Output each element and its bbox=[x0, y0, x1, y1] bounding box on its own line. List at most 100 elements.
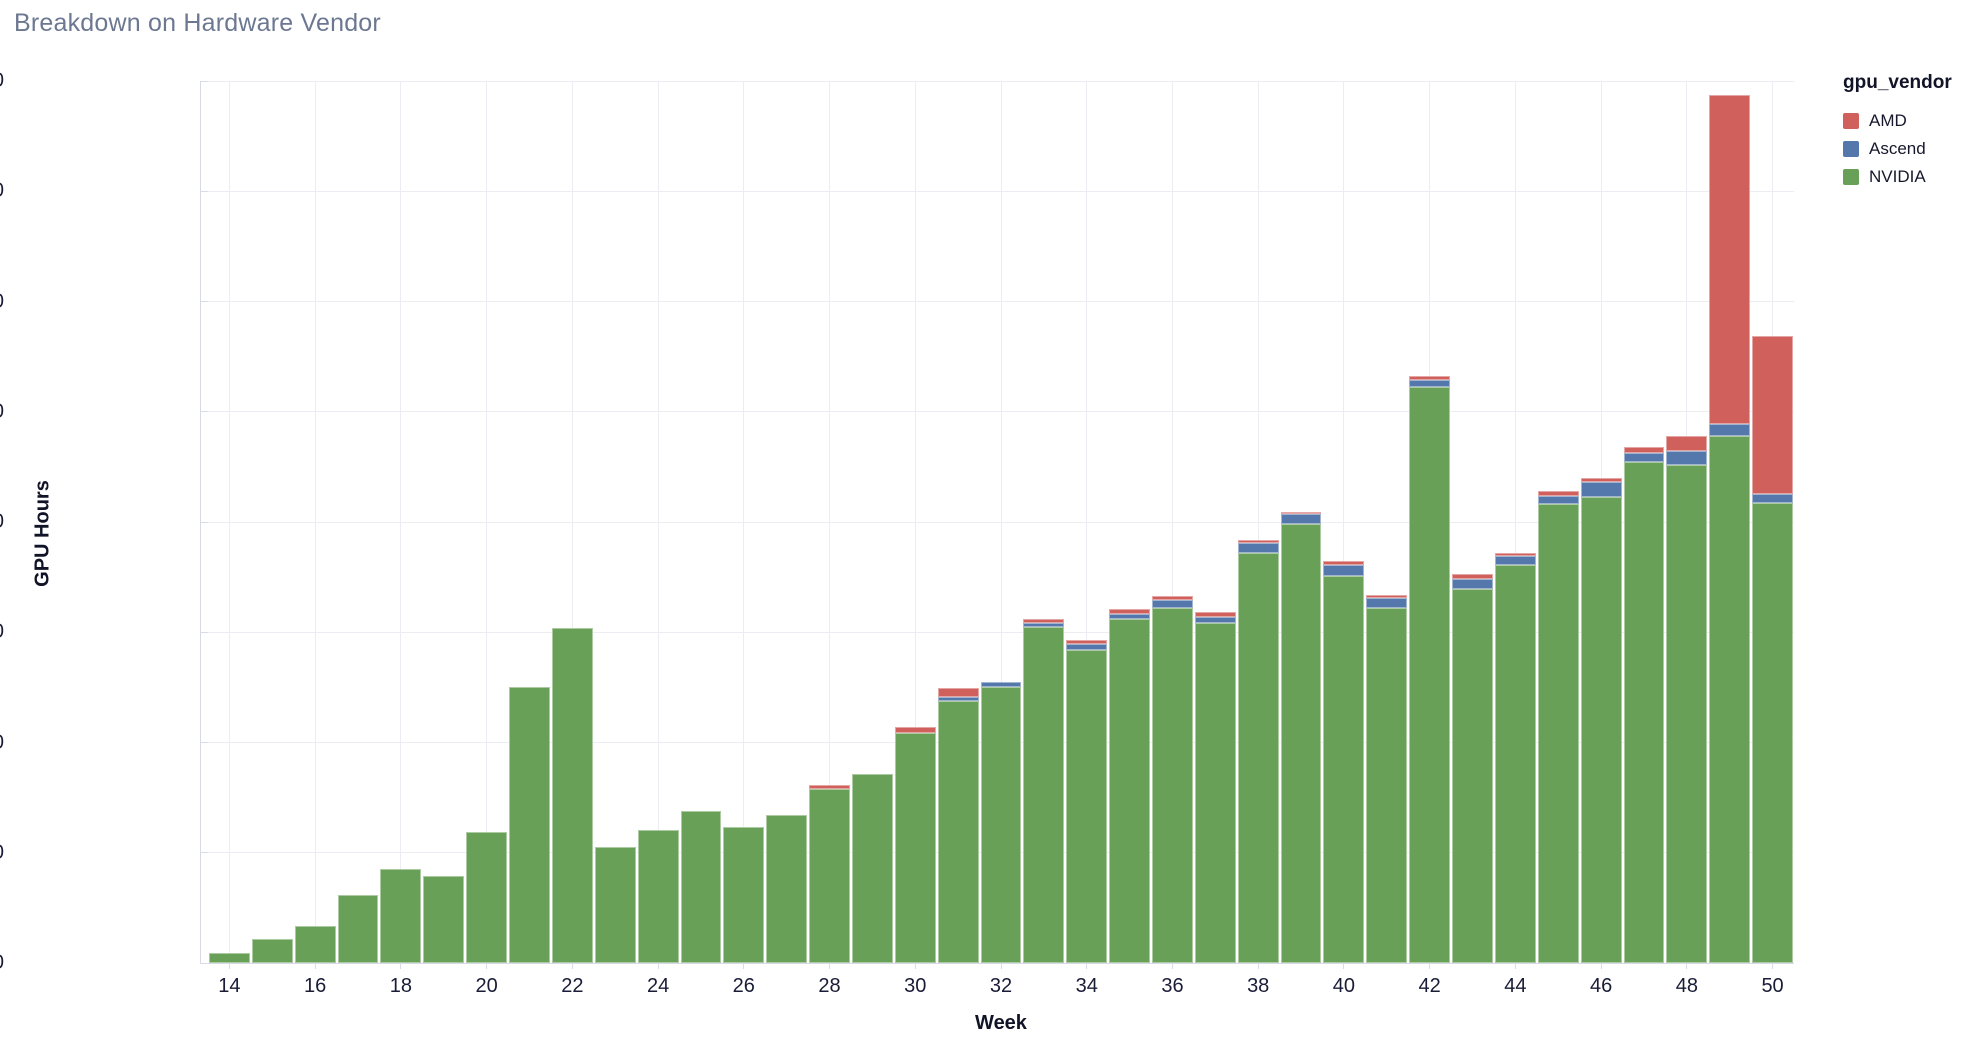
bar-segment-ascend-week-32[interactable] bbox=[980, 681, 1022, 688]
y-tick bbox=[200, 852, 208, 854]
bar-segment-amd-week-41[interactable] bbox=[1366, 594, 1408, 599]
x-tick-label: 28 bbox=[818, 975, 841, 997]
bar-segment-nvidia-week-19[interactable] bbox=[423, 875, 465, 963]
bar-segment-nvidia-week-14[interactable] bbox=[209, 953, 250, 963]
bar-segment-ascend-week-43[interactable] bbox=[1452, 579, 1493, 590]
bar-segment-nvidia-week-26[interactable] bbox=[723, 827, 765, 963]
x-gridline bbox=[743, 81, 745, 963]
bar-segment-nvidia-week-16[interactable] bbox=[294, 925, 336, 963]
legend-label: AMD bbox=[1869, 111, 1907, 130]
legend-items: AMD Ascend NVIDIA bbox=[1843, 112, 1952, 185]
bar-segment-amd-week-33[interactable] bbox=[1023, 619, 1065, 624]
bar-segment-nvidia-week-35[interactable] bbox=[1109, 619, 1151, 963]
bar-segment-nvidia-week-24[interactable] bbox=[637, 829, 679, 963]
legend-item-amd[interactable]: AMD bbox=[1843, 112, 1952, 129]
bar-segment-nvidia-week-45[interactable] bbox=[1537, 504, 1579, 963]
bar-segment-nvidia-week-18[interactable] bbox=[380, 869, 422, 963]
x-tick-label: 46 bbox=[1589, 975, 1613, 997]
bar-segment-ascend-week-33[interactable] bbox=[1023, 623, 1065, 627]
bar-segment-amd-week-47[interactable] bbox=[1623, 447, 1665, 453]
bar-segment-amd-week-31[interactable] bbox=[937, 688, 979, 698]
bar-segment-nvidia-week-20[interactable] bbox=[466, 831, 508, 963]
legend-item-nvidia[interactable]: NVIDIA bbox=[1843, 168, 1952, 185]
bar-segment-nvidia-week-49[interactable] bbox=[1709, 436, 1751, 963]
bar-segment-amd-week-37[interactable] bbox=[1194, 612, 1236, 617]
legend-swatch-amd bbox=[1843, 112, 1859, 129]
legend-item-ascend[interactable]: Ascend bbox=[1843, 140, 1952, 157]
bar-segment-amd-week-46[interactable] bbox=[1580, 477, 1622, 483]
bar-segment-nvidia-week-28[interactable] bbox=[809, 788, 850, 963]
bar-segment-nvidia-week-22[interactable] bbox=[551, 627, 593, 963]
x-gridline bbox=[486, 81, 488, 963]
bar-segment-amd-week-38[interactable] bbox=[1237, 539, 1279, 543]
bar-segment-nvidia-week-39[interactable] bbox=[1280, 524, 1322, 963]
x-tick bbox=[1086, 963, 1088, 969]
y-tick bbox=[200, 411, 208, 413]
bar-segment-amd-week-34[interactable] bbox=[1066, 639, 1108, 645]
bar-segment-amd-week-45[interactable] bbox=[1537, 491, 1579, 496]
y-tick-label: 15,000,000 bbox=[0, 621, 4, 644]
bar-segment-nvidia-week-50[interactable] bbox=[1752, 503, 1793, 963]
bar-segment-ascend-week-49[interactable] bbox=[1709, 423, 1751, 436]
bar-segment-ascend-week-47[interactable] bbox=[1623, 452, 1665, 463]
bar-segment-nvidia-week-42[interactable] bbox=[1409, 387, 1451, 963]
bar-segment-nvidia-week-47[interactable] bbox=[1623, 462, 1665, 963]
bar-segment-nvidia-week-38[interactable] bbox=[1237, 552, 1279, 963]
bar-segment-nvidia-week-32[interactable] bbox=[980, 687, 1022, 963]
bar-segment-ascend-week-31[interactable] bbox=[937, 697, 979, 701]
bar-segment-amd-week-42[interactable] bbox=[1409, 376, 1451, 380]
bar-segment-amd-week-49[interactable] bbox=[1709, 95, 1751, 424]
bar-segment-ascend-week-45[interactable] bbox=[1537, 495, 1579, 505]
y-tick-label: 5,000,000 bbox=[0, 841, 4, 864]
x-tick-label: 48 bbox=[1675, 975, 1698, 997]
bar-segment-amd-week-39[interactable] bbox=[1280, 512, 1322, 515]
bar-segment-ascend-week-48[interactable] bbox=[1666, 451, 1708, 465]
bar-segment-nvidia-week-23[interactable] bbox=[594, 847, 636, 963]
bar-segment-nvidia-week-15[interactable] bbox=[251, 938, 293, 963]
bar-segment-nvidia-week-25[interactable] bbox=[680, 810, 722, 963]
bar-segment-nvidia-week-37[interactable] bbox=[1194, 623, 1236, 963]
bar-segment-ascend-week-50[interactable] bbox=[1752, 494, 1793, 504]
bar-segment-amd-week-28[interactable] bbox=[809, 785, 850, 789]
bar-segment-ascend-week-39[interactable] bbox=[1280, 514, 1322, 525]
x-tick-label: 32 bbox=[989, 975, 1013, 997]
bar-segment-nvidia-week-27[interactable] bbox=[766, 815, 808, 963]
bar-segment-nvidia-week-40[interactable] bbox=[1323, 576, 1365, 963]
bar-segment-nvidia-week-36[interactable] bbox=[1152, 607, 1193, 963]
bar-segment-amd-week-44[interactable] bbox=[1494, 552, 1536, 557]
bar-segment-ascend-week-40[interactable] bbox=[1323, 564, 1365, 576]
bar-segment-amd-week-43[interactable] bbox=[1452, 573, 1493, 580]
bar-segment-nvidia-week-41[interactable] bbox=[1366, 607, 1408, 963]
bar-segment-ascend-week-38[interactable] bbox=[1237, 542, 1279, 553]
bar-segment-amd-week-36[interactable] bbox=[1152, 595, 1193, 601]
bar-segment-ascend-week-42[interactable] bbox=[1409, 379, 1451, 388]
bar-segment-ascend-week-35[interactable] bbox=[1109, 613, 1151, 619]
bar-segment-amd-week-35[interactable] bbox=[1109, 609, 1151, 614]
x-tick bbox=[1686, 963, 1688, 969]
y-tick bbox=[200, 80, 208, 82]
bar-segment-amd-week-30[interactable] bbox=[894, 727, 936, 733]
bar-segment-amd-week-40[interactable] bbox=[1323, 560, 1365, 565]
bar-segment-nvidia-week-48[interactable] bbox=[1666, 464, 1708, 963]
x-tick bbox=[1257, 963, 1259, 969]
bar-segment-amd-week-48[interactable] bbox=[1666, 436, 1708, 452]
x-tick-label: 26 bbox=[732, 975, 755, 997]
bar-segment-nvidia-week-31[interactable] bbox=[937, 700, 979, 963]
bar-segment-ascend-week-46[interactable] bbox=[1580, 482, 1622, 497]
bar-segment-ascend-week-36[interactable] bbox=[1152, 600, 1193, 608]
bar-segment-amd-week-50[interactable] bbox=[1752, 335, 1793, 495]
bar-segment-nvidia-week-17[interactable] bbox=[337, 894, 379, 963]
bar-segment-ascend-week-37[interactable] bbox=[1194, 616, 1236, 624]
bar-segment-nvidia-week-21[interactable] bbox=[509, 687, 550, 963]
bar-segment-ascend-week-34[interactable] bbox=[1066, 644, 1108, 650]
bar-segment-ascend-week-44[interactable] bbox=[1494, 556, 1536, 565]
bar-segment-nvidia-week-44[interactable] bbox=[1494, 564, 1536, 963]
bar-segment-nvidia-week-46[interactable] bbox=[1580, 496, 1622, 963]
bar-segment-ascend-week-41[interactable] bbox=[1366, 598, 1408, 608]
bar-segment-nvidia-week-43[interactable] bbox=[1452, 589, 1493, 963]
bar-segment-nvidia-week-34[interactable] bbox=[1066, 649, 1108, 963]
bar-segment-nvidia-week-33[interactable] bbox=[1023, 626, 1065, 963]
bar-segment-nvidia-week-30[interactable] bbox=[894, 732, 936, 963]
bar-segment-nvidia-week-29[interactable] bbox=[851, 774, 893, 963]
x-axis-title: Week bbox=[975, 1012, 1027, 1034]
